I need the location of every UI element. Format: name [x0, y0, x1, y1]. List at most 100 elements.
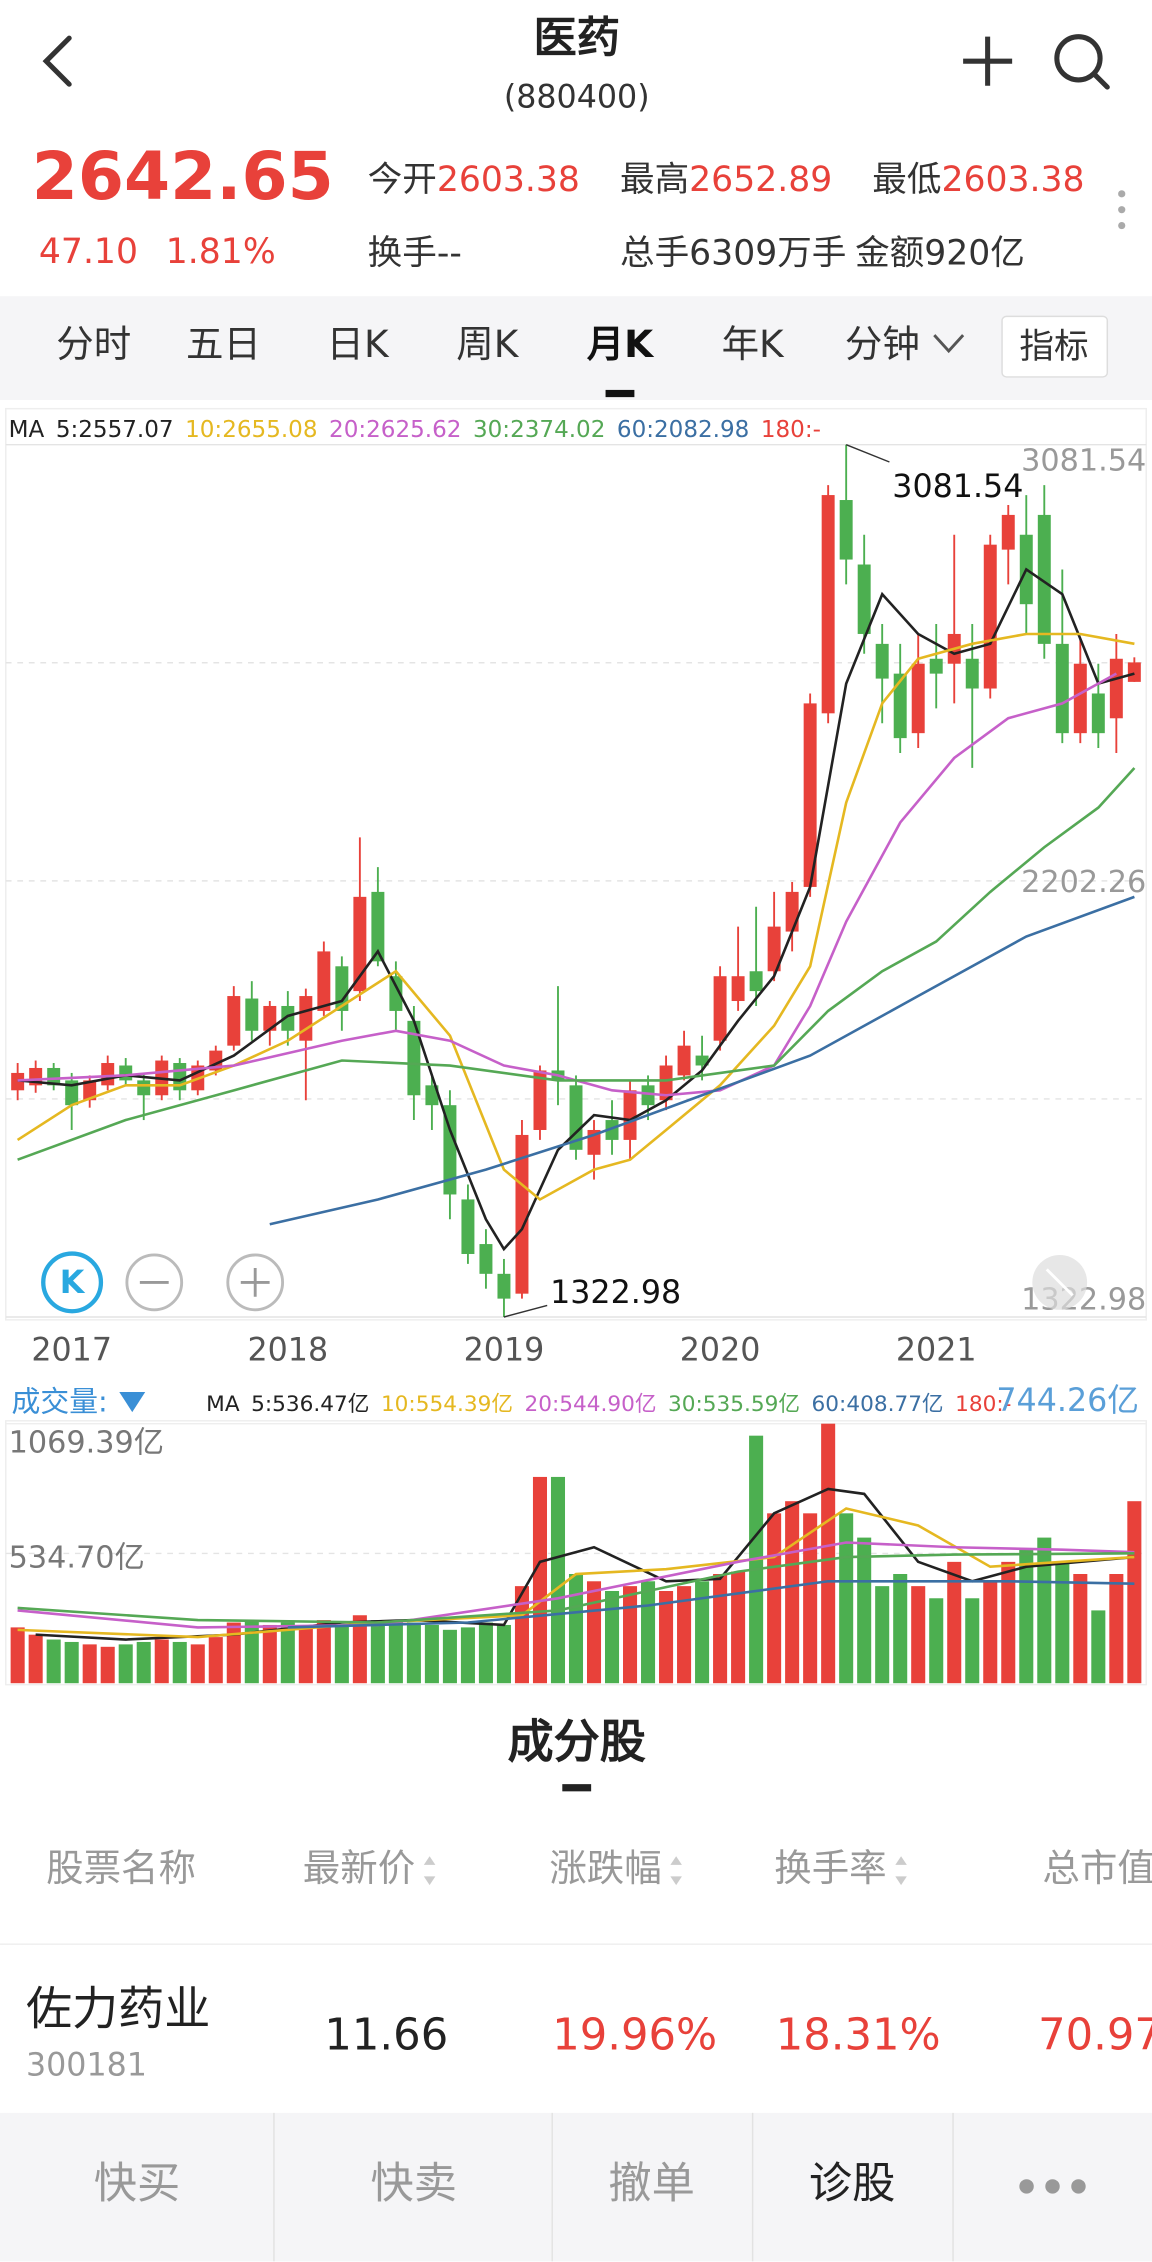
stock-code: 300181 [26, 2048, 147, 2084]
zoom-in[interactable] [226, 1253, 285, 1312]
tab[interactable]: 分时 [56, 322, 131, 366]
stock-name[interactable]: 佐力药业 [26, 1981, 211, 2035]
ma-line [17, 672, 1118, 1097]
volume-bar [388, 1620, 403, 1684]
legend-entry: 20:544.90亿 [524, 1392, 656, 1417]
more-button[interactable] [1118, 190, 1126, 230]
action-button[interactable]: 快买 [94, 2159, 181, 2209]
candle-body [767, 926, 781, 972]
x-tick-label: 2017 [31, 1333, 112, 1369]
volume-bar [118, 1644, 133, 1684]
k-button[interactable]: K [41, 1251, 104, 1314]
zoom-out[interactable] [125, 1253, 184, 1312]
volume-bar [154, 1639, 169, 1684]
volume-bar [604, 1590, 620, 1684]
volume-bar [767, 1513, 782, 1684]
volume-bar [406, 1622, 421, 1684]
price-chart: 1322.98 2202.26 3081.54 2017 2018 2019 2020 202… [5, 417, 1147, 1369]
tab[interactable]: 月K [587, 322, 655, 366]
candle-body [425, 1085, 439, 1106]
tab[interactable]: 年K [722, 322, 785, 366]
legend-entry: 60:408.77亿 [812, 1392, 944, 1417]
volume-bar [1037, 1537, 1052, 1684]
column-header[interactable]: 涨跌幅 [549, 1846, 661, 1890]
column-header: 股票名称 [46, 1846, 196, 1890]
candle-body [227, 996, 241, 1046]
label: 今开 [368, 160, 437, 200]
candle-body [479, 1244, 493, 1274]
candle-body [623, 1090, 637, 1140]
volume-bar [1109, 1574, 1124, 1684]
candle-body [47, 1067, 61, 1086]
volume-bar [586, 1581, 602, 1684]
change-pct: 1.81% [166, 232, 276, 272]
cell: 18.31% [776, 2010, 941, 2060]
search-button[interactable] [1054, 34, 1110, 90]
value: 2652.89 [689, 160, 832, 200]
ma-line [16, 632, 1135, 1202]
candle-body [569, 1085, 583, 1150]
volume-bar [10, 1627, 25, 1684]
candle-body [245, 998, 259, 1031]
legend-entry: 180:- [761, 417, 821, 443]
tab[interactable]: 周K [456, 322, 519, 366]
legend-prefix: MA [206, 1392, 240, 1417]
x-tick-label: 2019 [464, 1333, 545, 1369]
candle-body [875, 643, 889, 679]
volume-bar [298, 1627, 313, 1684]
volume-bar [370, 1620, 385, 1684]
action-button[interactable]: 撤单 [608, 2159, 695, 2209]
y-tick-label: 3081.54 [1021, 444, 1146, 479]
volume-bar [550, 1476, 566, 1684]
volume-bar [100, 1646, 115, 1684]
candle-body [443, 1105, 457, 1195]
current-volume: 744.26亿 [996, 1383, 1139, 1419]
candle-body [605, 1120, 619, 1140]
more-actions[interactable] [1019, 2179, 1086, 2194]
volume-bar [64, 1641, 79, 1684]
volume-bar [496, 1624, 511, 1684]
back-button[interactable] [42, 35, 72, 87]
volume-bar [352, 1615, 367, 1684]
volume-bar [911, 1586, 926, 1684]
column-header[interactable]: 总市值 [1042, 1846, 1152, 1890]
volume-bar [983, 1581, 998, 1684]
volume-bar [947, 1561, 962, 1684]
volume-bar [659, 1590, 674, 1684]
value: 920亿 [924, 233, 1025, 273]
ma-line [17, 767, 1136, 1161]
legend-entry: 10:2655.08 [185, 417, 317, 443]
candle-body [1055, 643, 1069, 734]
volume-bar [316, 1620, 331, 1684]
indicator-label: 指标 [1019, 327, 1088, 367]
x-tick-label: 2020 [680, 1333, 761, 1369]
tab[interactable]: 日K [327, 322, 390, 366]
volume-bar [695, 1581, 710, 1684]
volume-bar [244, 1620, 259, 1684]
legend-entry: 20:2625.62 [329, 417, 461, 443]
action-button[interactable]: 快卖 [371, 2159, 458, 2209]
annotation-label: 3081.54 [892, 469, 1023, 505]
column-header[interactable]: 最新价 [303, 1846, 415, 1890]
candle-body [317, 951, 331, 1011]
add-button[interactable] [963, 36, 1013, 86]
sort-icon [423, 1856, 436, 1886]
bottom-actions: 快买 快卖 撤单 诊股 [94, 2159, 896, 2209]
label: 最高 [620, 160, 689, 200]
volume-bar [280, 1622, 295, 1684]
legend-entry: 30:2374.02 [473, 417, 605, 443]
candle-body [1073, 663, 1087, 734]
fullscreen[interactable] [1032, 1254, 1088, 1310]
candle-body [1091, 693, 1105, 734]
legend-entry: 5:536.47亿 [251, 1392, 369, 1417]
legend-prefix: MA [9, 417, 45, 443]
volume-bar [1055, 1561, 1070, 1684]
tab[interactable]: 五日 [186, 322, 261, 366]
column-header[interactable]: 换手率 [774, 1846, 886, 1890]
candle-body [281, 1005, 295, 1031]
action-button[interactable]: 诊股 [809, 2159, 896, 2209]
indicator-button[interactable] [1001, 315, 1109, 378]
bottom-dividers [273, 2112, 954, 2262]
dropdown[interactable] [119, 1391, 146, 1413]
tab[interactable]: 分钟 [845, 322, 920, 366]
